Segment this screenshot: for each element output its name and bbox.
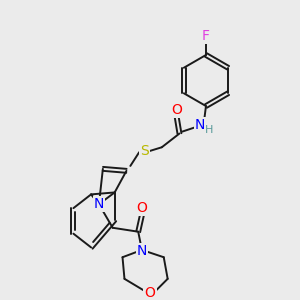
Text: N: N — [94, 197, 104, 211]
Text: O: O — [171, 103, 182, 117]
Text: S: S — [140, 144, 148, 158]
Text: H: H — [205, 124, 213, 135]
Text: O: O — [137, 201, 148, 215]
Text: O: O — [145, 286, 155, 300]
Text: N: N — [137, 244, 147, 258]
Text: F: F — [202, 29, 210, 43]
Text: N: N — [195, 118, 205, 132]
